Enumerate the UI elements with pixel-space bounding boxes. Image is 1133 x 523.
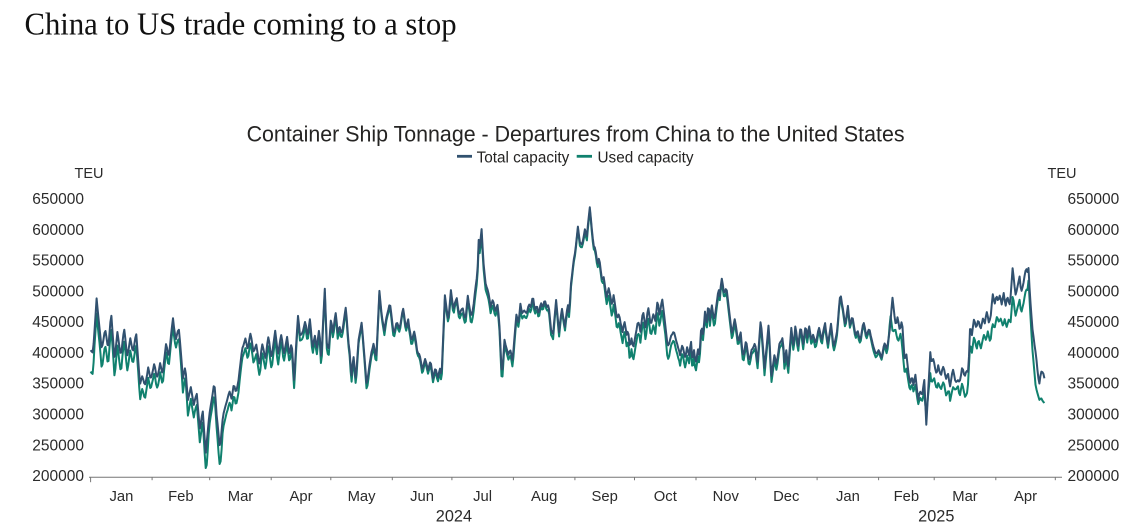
svg-text:450000: 450000 <box>1068 314 1120 331</box>
svg-text:Mar: Mar <box>952 489 978 505</box>
svg-text:450000: 450000 <box>32 314 84 331</box>
svg-text:TEU: TEU <box>1048 166 1077 182</box>
svg-text:200000: 200000 <box>1068 468 1120 485</box>
svg-text:350000: 350000 <box>1068 376 1120 393</box>
svg-text:Jan: Jan <box>836 489 860 505</box>
svg-text:300000: 300000 <box>32 407 84 424</box>
svg-text:Jul: Jul <box>473 489 492 505</box>
svg-text:Feb: Feb <box>168 489 194 505</box>
svg-text:600000: 600000 <box>32 222 84 239</box>
svg-text:2025: 2025 <box>918 508 954 523</box>
svg-text:May: May <box>348 489 377 505</box>
svg-text:500000: 500000 <box>32 283 84 300</box>
svg-text:650000: 650000 <box>1068 191 1120 208</box>
svg-text:Apr: Apr <box>289 489 312 505</box>
svg-text:600000: 600000 <box>1068 222 1120 239</box>
svg-text:400000: 400000 <box>32 345 84 362</box>
svg-text:500000: 500000 <box>1068 283 1120 300</box>
svg-text:Sep: Sep <box>592 489 618 505</box>
svg-text:300000: 300000 <box>1068 407 1120 424</box>
svg-text:250000: 250000 <box>32 437 84 454</box>
svg-text:2024: 2024 <box>436 508 472 523</box>
svg-text:Used capacity: Used capacity <box>598 150 694 167</box>
svg-text:Nov: Nov <box>713 489 740 505</box>
svg-text:200000: 200000 <box>32 468 84 485</box>
svg-text:550000: 550000 <box>32 253 84 270</box>
svg-text:Feb: Feb <box>894 489 920 505</box>
svg-text:TEU: TEU <box>75 166 104 182</box>
svg-text:Total capacity: Total capacity <box>477 150 570 167</box>
svg-text:Mar: Mar <box>228 489 254 505</box>
svg-text:400000: 400000 <box>1068 345 1120 362</box>
svg-text:Jan: Jan <box>109 489 133 505</box>
svg-text:Aug: Aug <box>531 489 557 505</box>
svg-text:Dec: Dec <box>773 489 800 505</box>
svg-text:250000: 250000 <box>1068 437 1120 454</box>
svg-text:Container Ship Tonnage - Depar: Container Ship Tonnage - Departures from… <box>247 121 905 146</box>
svg-text:Oct: Oct <box>654 489 677 505</box>
svg-text:550000: 550000 <box>1068 253 1120 270</box>
svg-text:Apr: Apr <box>1014 489 1037 505</box>
svg-text:650000: 650000 <box>32 191 84 208</box>
svg-text:Jun: Jun <box>410 489 434 505</box>
svg-text:China to US trade coming to a: China to US trade coming to a stop <box>25 6 457 42</box>
svg-text:350000: 350000 <box>32 376 84 393</box>
